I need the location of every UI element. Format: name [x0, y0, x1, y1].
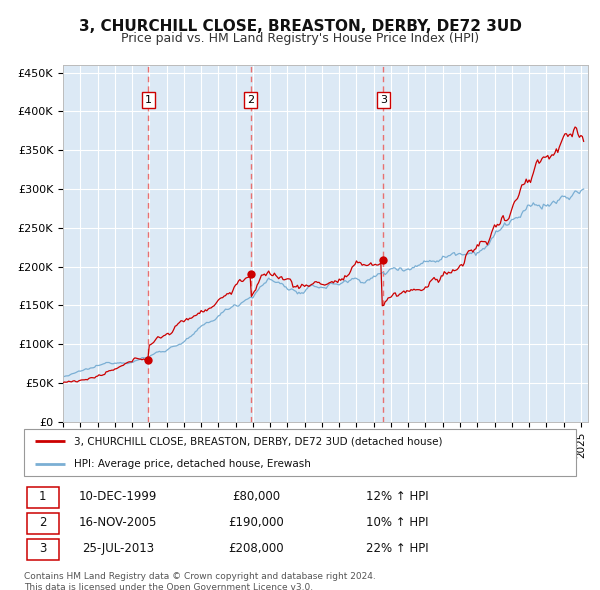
- Text: 2: 2: [39, 516, 47, 529]
- Text: Price paid vs. HM Land Registry's House Price Index (HPI): Price paid vs. HM Land Registry's House …: [121, 32, 479, 45]
- Text: 2: 2: [247, 95, 254, 105]
- Text: 10% ↑ HPI: 10% ↑ HPI: [366, 516, 429, 529]
- Text: £80,000: £80,000: [232, 490, 280, 503]
- FancyBboxPatch shape: [27, 539, 59, 560]
- Text: £208,000: £208,000: [228, 542, 284, 555]
- Text: 16-NOV-2005: 16-NOV-2005: [79, 516, 157, 529]
- Text: This data is licensed under the Open Government Licence v3.0.: This data is licensed under the Open Gov…: [24, 583, 313, 590]
- Text: 3, CHURCHILL CLOSE, BREASTON, DERBY, DE72 3UD (detached house): 3, CHURCHILL CLOSE, BREASTON, DERBY, DE7…: [74, 437, 442, 447]
- Text: 12% ↑ HPI: 12% ↑ HPI: [366, 490, 429, 503]
- FancyBboxPatch shape: [24, 430, 576, 476]
- Text: 3, CHURCHILL CLOSE, BREASTON, DERBY, DE72 3UD: 3, CHURCHILL CLOSE, BREASTON, DERBY, DE7…: [79, 19, 521, 34]
- Text: 10-DEC-1999: 10-DEC-1999: [79, 490, 157, 503]
- Text: Contains HM Land Registry data © Crown copyright and database right 2024.: Contains HM Land Registry data © Crown c…: [24, 572, 376, 581]
- FancyBboxPatch shape: [27, 513, 59, 534]
- Text: 3: 3: [380, 95, 387, 105]
- Text: 22% ↑ HPI: 22% ↑ HPI: [366, 542, 429, 555]
- Text: 25-JUL-2013: 25-JUL-2013: [82, 542, 154, 555]
- Text: 3: 3: [39, 542, 46, 555]
- Text: 1: 1: [145, 95, 152, 105]
- Text: HPI: Average price, detached house, Erewash: HPI: Average price, detached house, Erew…: [74, 458, 311, 468]
- Text: £190,000: £190,000: [228, 516, 284, 529]
- FancyBboxPatch shape: [27, 487, 59, 508]
- Text: 1: 1: [39, 490, 47, 503]
